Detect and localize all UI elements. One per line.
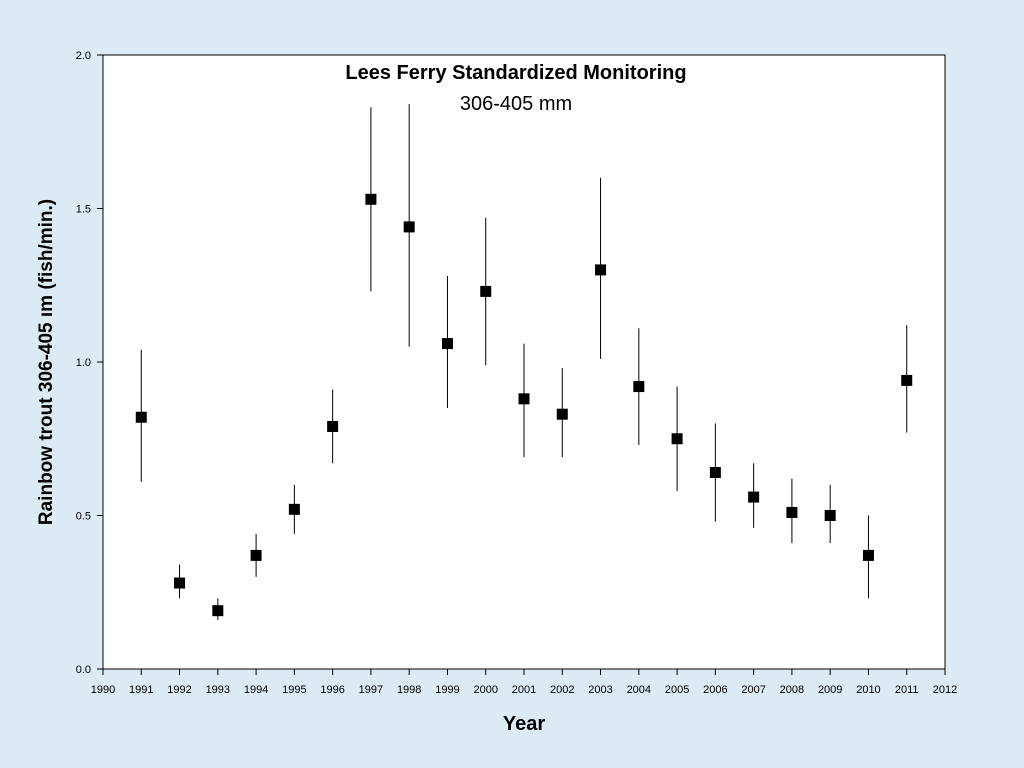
x-tick-label: 1990 [91, 684, 115, 696]
x-axis-label: Year [503, 713, 545, 735]
x-tick-label: 1994 [244, 684, 268, 696]
x-tick-label: 1992 [167, 684, 191, 696]
data-point [250, 549, 262, 561]
x-tick-label: 2011 [895, 684, 919, 696]
data-point [786, 506, 798, 518]
x-tick-label: 1993 [206, 684, 230, 696]
x-tick-label: 1997 [359, 684, 383, 696]
x-axis: 1990 1991 1992 1993 1994 1995 1996 1997 1998 1999… [91, 669, 957, 696]
y-tick-label: 0.5 [76, 511, 91, 523]
y-tick-label: 0.0 [76, 664, 91, 676]
data-point [671, 433, 683, 445]
data-point [365, 193, 377, 205]
data-point [748, 491, 760, 503]
data-point [556, 408, 568, 420]
x-tick-label: 1995 [282, 684, 306, 696]
y-axis: 0.0 0.5 1.0 1.5 2.0 [76, 50, 103, 676]
chart-subtitle: 306-405 mm [460, 93, 572, 115]
x-tick-label: 2008 [780, 684, 804, 696]
x-tick-label: 2005 [665, 684, 689, 696]
x-tick-label: 2006 [703, 684, 727, 696]
data-point [480, 285, 492, 297]
x-tick-label: 1996 [320, 684, 344, 696]
y-tick-label: 1.5 [76, 204, 91, 216]
data-point [212, 605, 224, 617]
x-tick-label: 2000 [473, 684, 497, 696]
data-point [633, 381, 645, 393]
data-point [709, 467, 721, 479]
data-point [174, 577, 186, 589]
y-tick-label: 1.0 [76, 357, 91, 369]
x-tick-label: 2009 [818, 684, 842, 696]
x-tick-label: 1998 [397, 684, 421, 696]
data-point [518, 393, 530, 405]
x-tick-label: 2004 [627, 684, 651, 696]
data-point [327, 420, 339, 432]
x-tick-label: 2010 [856, 684, 880, 696]
chart-title: Lees Ferry Standardized Monitoring [345, 62, 686, 84]
y-axis-label: Rainbow trout 306-405 ım (fish/min.) [36, 199, 57, 525]
x-tick-label: 2001 [512, 684, 536, 696]
data-point [441, 338, 453, 350]
data-point [901, 374, 913, 386]
data-point [403, 221, 415, 233]
x-tick-label: 1999 [435, 684, 459, 696]
x-tick-label: 2007 [741, 684, 765, 696]
data-point [862, 549, 874, 561]
data-point [824, 510, 836, 521]
x-tick-label: 2012 [933, 684, 957, 696]
x-tick-label: 1991 [129, 684, 153, 696]
data-markers [135, 193, 913, 617]
x-tick-label: 2002 [550, 684, 574, 696]
data-point [288, 503, 300, 515]
x-tick-label: 2003 [588, 684, 612, 696]
data-point [135, 411, 147, 423]
y-tick-label: 2.0 [76, 50, 91, 62]
data-point [595, 264, 607, 276]
